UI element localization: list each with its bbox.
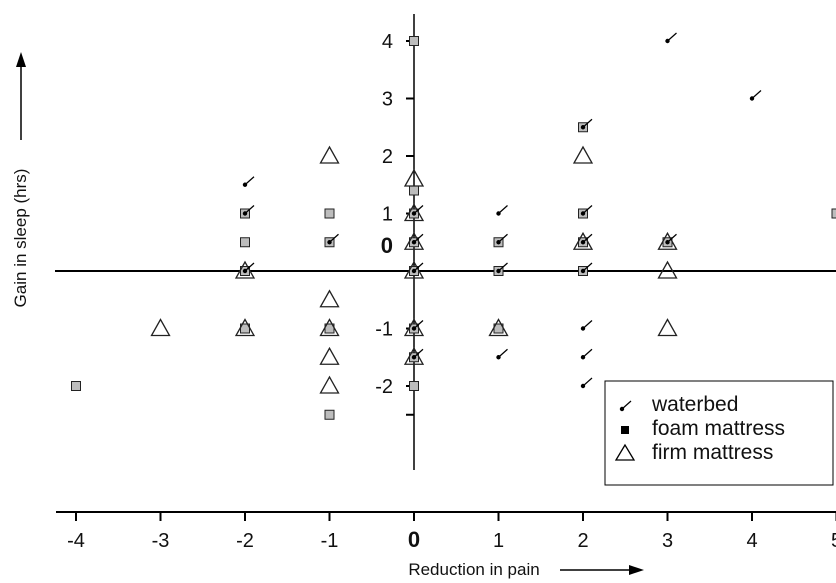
x-tick-label: 5 [831,530,836,552]
legend-label-waterbed: waterbed [651,393,738,416]
firm-mattress-point [150,318,171,337]
firm-mattress-point [657,318,678,337]
x-tick-label: 1 [493,530,504,552]
firm-mattress-point [403,346,425,365]
x-axis-arrow-head [629,565,644,575]
y-tick-label: 3 [382,89,393,111]
firm-mattress-point [572,145,594,164]
data-points [71,32,836,420]
foam-mattress-point [71,381,81,391]
firm-mattress-point [319,375,340,394]
y-tick-label: -2 [375,376,393,398]
x-tick-label: -4 [67,530,85,552]
waterbed-point [580,377,593,389]
waterbed-point [580,320,593,331]
waterbed-point [411,205,424,216]
foam-mattress-point [409,36,419,46]
x-tick-label: 4 [746,530,757,552]
x-tick-label: 0 [408,527,420,552]
foam-mattress-point [240,237,250,248]
legend-box [604,380,834,486]
firm-mattress-point [403,203,425,222]
firm-mattress-point [234,318,256,337]
waterbed-point [665,233,677,245]
x-ticks: -4 -3 -2 -1 0 1 2 3 4 5 [67,512,836,552]
waterbed-point [496,233,508,245]
waterbed-point [411,233,424,245]
waterbed-point [411,348,424,360]
waterbed-point [580,348,593,360]
waterbed-point [665,32,677,44]
firm-mattress-point [403,260,425,279]
waterbed-point [496,262,508,274]
firm-mattress-point [657,231,678,250]
waterbed-point [242,262,255,274]
firm-mattress-point [319,145,340,164]
y-tick-label: 1 [382,204,393,226]
waterbed-point [411,262,424,274]
y-axis-title: Gain in sleep (hrs) [11,52,30,307]
firm-mattress-point [234,260,256,279]
x-tick-label: 2 [577,530,588,552]
waterbed-point [242,205,255,216]
waterbed-point [327,233,339,245]
waterbed-point [580,205,593,216]
firm-mattress-point [319,318,340,337]
firm-mattress-point [488,318,509,337]
x-axis-label: Reduction in pain [408,560,539,579]
waterbed-point [749,90,762,101]
x-tick-label: 3 [662,530,673,552]
waterbed-point [580,233,593,245]
y-tick-label: 0 [381,233,393,258]
y-ticks: 4 3 2 1 0 -1 -2 [375,31,414,416]
legend-marker-foam-mattress [621,426,629,434]
foam-mattress-point [409,381,419,391]
firm-mattress-point [403,231,425,250]
y-tick-label: -1 [375,319,393,341]
firm-mattress-point [319,289,340,308]
x-tick-label: -2 [236,530,254,552]
waterbed-point [580,262,593,274]
legend-label-foam-mattress: foam mattress [652,417,785,440]
waterbed-point [496,205,508,216]
x-tick-label: -3 [152,530,170,552]
waterbed-point [580,118,593,130]
legend-marker-waterbed [619,400,632,412]
y-axis-arrow-head [16,52,26,67]
legend-label-firm-mattress: firm mattress [652,441,773,464]
x-axis-title: Reduction in pain [408,560,644,579]
x-tick-label: -1 [321,530,339,552]
waterbed-point [411,320,424,331]
y-tick-label: 4 [382,31,393,53]
firm-mattress-point [319,346,340,365]
waterbed-point [242,176,255,187]
foam-mattress-point [324,208,335,219]
foam-mattress-point [324,409,335,420]
firm-mattress-point [403,318,425,337]
firm-mattress-point [657,260,678,279]
foam-mattress-point [409,185,419,196]
foam-mattress-point [831,208,836,219]
firm-mattress-point [403,168,425,187]
waterbed-point [496,348,508,360]
y-tick-label: 2 [382,146,393,168]
firm-mattress-point [572,231,594,250]
legend-marker-firm-mattress [614,443,636,461]
y-axis-label: Gain in sleep (hrs) [11,169,30,308]
